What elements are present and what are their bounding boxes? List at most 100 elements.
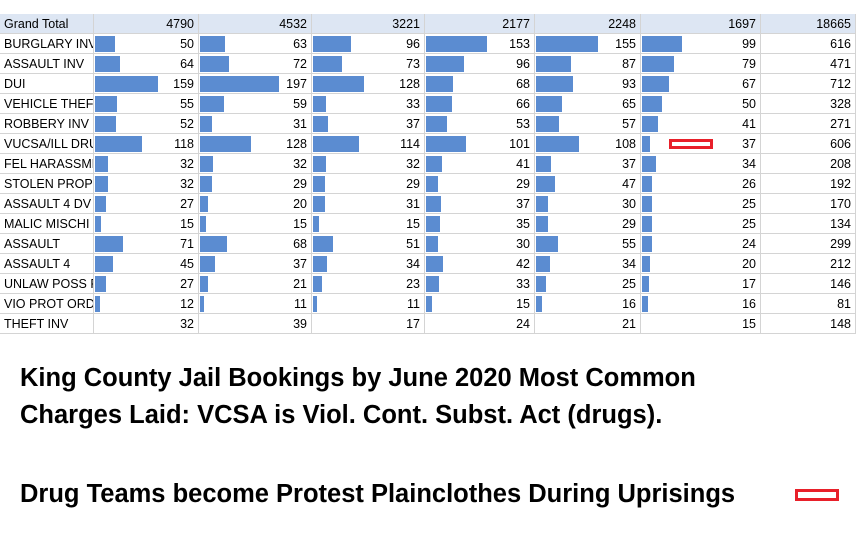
value-cell[interactable]: 197 — [199, 74, 312, 94]
value-cell[interactable]: 16 — [535, 294, 641, 314]
value-cell[interactable]: 17 — [312, 314, 425, 334]
value-cell[interactable]: 21 — [199, 274, 312, 294]
total-cell[interactable]: 192 — [761, 174, 856, 194]
value-cell[interactable]: 17 — [641, 274, 761, 294]
value-cell[interactable]: 29 — [312, 174, 425, 194]
value-cell[interactable]: 52 — [94, 114, 199, 134]
value-cell[interactable]: 72 — [199, 54, 312, 74]
total-cell[interactable]: 712 — [761, 74, 856, 94]
value-cell[interactable]: 15 — [425, 294, 535, 314]
value-cell[interactable]: 34 — [312, 254, 425, 274]
value-cell[interactable]: 15 — [94, 214, 199, 234]
value-cell[interactable]: 15 — [199, 214, 312, 234]
value-cell[interactable]: 45 — [94, 254, 199, 274]
value-cell[interactable]: 32 — [94, 174, 199, 194]
value-cell[interactable]: 25 — [641, 214, 761, 234]
value-cell[interactable]: 29 — [535, 214, 641, 234]
value-cell[interactable]: 15 — [641, 314, 761, 334]
value-cell[interactable]: 159 — [94, 74, 199, 94]
value-cell[interactable]: 42 — [425, 254, 535, 274]
value-cell[interactable]: 34 — [641, 154, 761, 174]
row-label[interactable]: BURGLARY INV — [0, 34, 94, 54]
value-cell[interactable]: 24 — [425, 314, 535, 334]
value-cell[interactable]: 32 — [312, 154, 425, 174]
value-cell[interactable]: 66 — [425, 94, 535, 114]
value-cell[interactable]: 55 — [535, 234, 641, 254]
value-cell[interactable]: 2248 — [535, 14, 641, 34]
row-label[interactable]: MALIC MISCHI — [0, 214, 94, 234]
value-cell[interactable]: 27 — [94, 194, 199, 214]
value-cell[interactable]: 37 — [641, 134, 761, 154]
total-cell[interactable]: 134 — [761, 214, 856, 234]
value-cell[interactable]: 20 — [641, 254, 761, 274]
value-cell[interactable]: 41 — [425, 154, 535, 174]
value-cell[interactable]: 87 — [535, 54, 641, 74]
value-cell[interactable]: 79 — [641, 54, 761, 74]
value-cell[interactable]: 11 — [199, 294, 312, 314]
total-cell[interactable]: 212 — [761, 254, 856, 274]
row-label[interactable]: DUI — [0, 74, 94, 94]
value-cell[interactable]: 37 — [199, 254, 312, 274]
value-cell[interactable]: 1697 — [641, 14, 761, 34]
total-cell[interactable]: 170 — [761, 194, 856, 214]
value-cell[interactable]: 65 — [535, 94, 641, 114]
value-cell[interactable]: 63 — [199, 34, 312, 54]
total-cell[interactable]: 148 — [761, 314, 856, 334]
value-cell[interactable]: 47 — [535, 174, 641, 194]
value-cell[interactable]: 53 — [425, 114, 535, 134]
value-cell[interactable]: 39 — [199, 314, 312, 334]
value-cell[interactable]: 20 — [199, 194, 312, 214]
value-cell[interactable]: 2177 — [425, 14, 535, 34]
value-cell[interactable]: 118 — [94, 134, 199, 154]
total-cell[interactable]: 271 — [761, 114, 856, 134]
value-cell[interactable]: 3221 — [312, 14, 425, 34]
row-label[interactable]: VUCSA/ILL DRU — [0, 134, 94, 154]
value-cell[interactable]: 33 — [425, 274, 535, 294]
value-cell[interactable]: 41 — [641, 114, 761, 134]
row-label[interactable]: VEHICLE THEFT — [0, 94, 94, 114]
value-cell[interactable]: 35 — [425, 214, 535, 234]
total-cell[interactable]: 606 — [761, 134, 856, 154]
total-cell[interactable]: 299 — [761, 234, 856, 254]
value-cell[interactable]: 71 — [94, 234, 199, 254]
value-cell[interactable]: 93 — [535, 74, 641, 94]
total-cell[interactable]: 208 — [761, 154, 856, 174]
total-cell[interactable]: 471 — [761, 54, 856, 74]
row-label[interactable]: ASSAULT — [0, 234, 94, 254]
value-cell[interactable]: 128 — [312, 74, 425, 94]
row-label[interactable]: ROBBERY INV — [0, 114, 94, 134]
row-label[interactable]: STOLEN PROPE — [0, 174, 94, 194]
value-cell[interactable]: 24 — [641, 234, 761, 254]
value-cell[interactable]: 23 — [312, 274, 425, 294]
value-cell[interactable]: 51 — [312, 234, 425, 254]
value-cell[interactable]: 29 — [199, 174, 312, 194]
value-cell[interactable]: 96 — [312, 34, 425, 54]
row-label[interactable]: Grand Total — [0, 14, 94, 34]
value-cell[interactable]: 108 — [535, 134, 641, 154]
value-cell[interactable]: 64 — [94, 54, 199, 74]
value-cell[interactable]: 128 — [199, 134, 312, 154]
value-cell[interactable]: 27 — [94, 274, 199, 294]
value-cell[interactable]: 37 — [312, 114, 425, 134]
value-cell[interactable]: 32 — [94, 154, 199, 174]
row-label[interactable]: FEL HARASSME — [0, 154, 94, 174]
row-label[interactable]: VIO PROT ORD — [0, 294, 94, 314]
value-cell[interactable]: 32 — [94, 314, 199, 334]
value-cell[interactable]: 68 — [425, 74, 535, 94]
row-label[interactable]: ASSAULT INV — [0, 54, 94, 74]
value-cell[interactable]: 59 — [199, 94, 312, 114]
value-cell[interactable]: 37 — [535, 154, 641, 174]
value-cell[interactable]: 30 — [425, 234, 535, 254]
value-cell[interactable]: 96 — [425, 54, 535, 74]
value-cell[interactable]: 15 — [312, 214, 425, 234]
value-cell[interactable]: 21 — [535, 314, 641, 334]
value-cell[interactable]: 114 — [312, 134, 425, 154]
value-cell[interactable]: 50 — [94, 34, 199, 54]
row-label[interactable]: ASSAULT 4 — [0, 254, 94, 274]
value-cell[interactable]: 4532 — [199, 14, 312, 34]
value-cell[interactable]: 33 — [312, 94, 425, 114]
total-cell[interactable]: 616 — [761, 34, 856, 54]
value-cell[interactable]: 50 — [641, 94, 761, 114]
value-cell[interactable]: 32 — [199, 154, 312, 174]
value-cell[interactable]: 37 — [425, 194, 535, 214]
